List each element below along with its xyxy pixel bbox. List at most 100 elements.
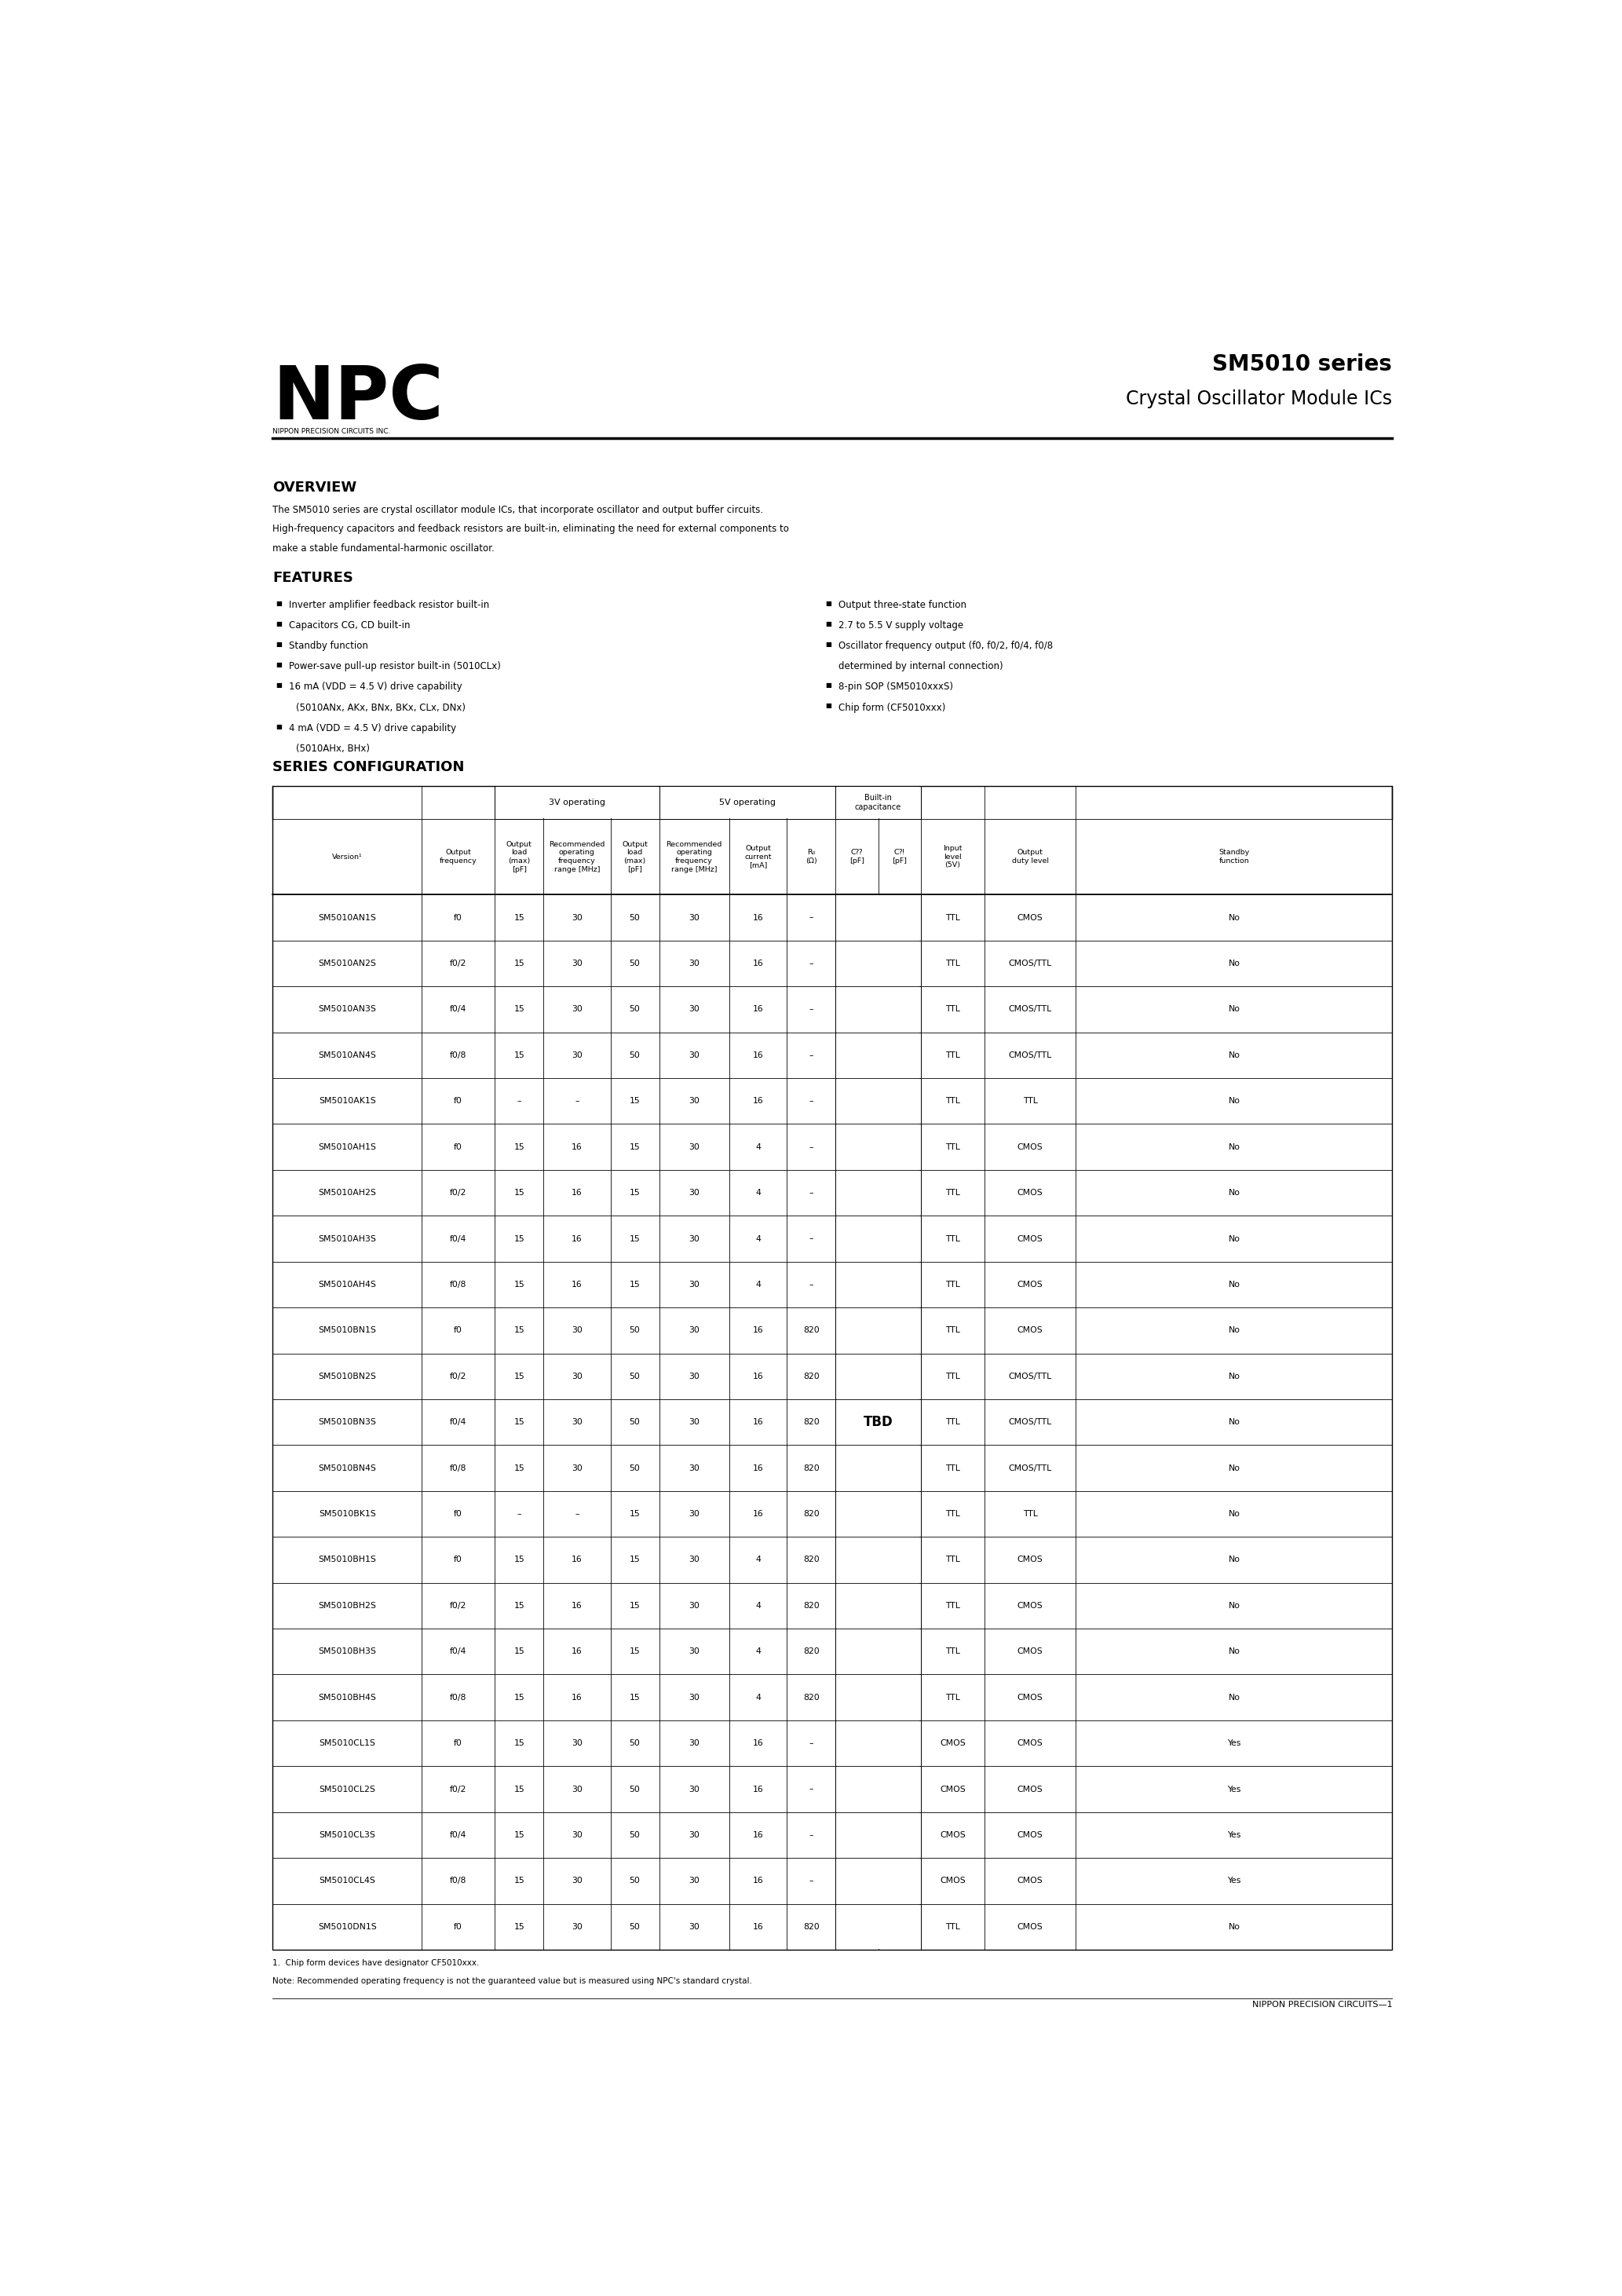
Text: CMOS: CMOS xyxy=(939,1832,965,1839)
Text: 30: 30 xyxy=(571,1327,582,1334)
Text: f0: f0 xyxy=(454,1327,462,1334)
Text: TTL: TTL xyxy=(1023,1097,1038,1104)
Text: 50: 50 xyxy=(629,1786,641,1793)
Text: 15: 15 xyxy=(629,1281,641,1288)
Text: f0: f0 xyxy=(454,1511,462,1518)
Text: TTL: TTL xyxy=(946,1557,960,1564)
Text: 16: 16 xyxy=(753,1327,764,1334)
Text: CMOS: CMOS xyxy=(1017,1878,1043,1885)
Text: SM5010BN3S: SM5010BN3S xyxy=(318,1419,376,1426)
Text: f0/2: f0/2 xyxy=(449,1189,467,1196)
Text: Crystal Oscillator Module ICs: Crystal Oscillator Module ICs xyxy=(1126,390,1392,409)
Text: TTL: TTL xyxy=(946,1511,960,1518)
Bar xyxy=(495,785,659,820)
Text: 16 mA (VDD = 4.5 V) drive capability: 16 mA (VDD = 4.5 V) drive capability xyxy=(289,682,462,691)
Text: Output
load
(max)
[pF]: Output load (max) [pF] xyxy=(506,840,532,872)
Text: 50: 50 xyxy=(629,960,641,967)
Text: 16: 16 xyxy=(753,1740,764,1747)
Text: CMOS/TTL: CMOS/TTL xyxy=(1009,1006,1053,1013)
Text: 15: 15 xyxy=(629,1097,641,1104)
Text: CMOS/TTL: CMOS/TTL xyxy=(1009,960,1053,967)
Text: –: – xyxy=(809,1878,813,1885)
Text: TBD: TBD xyxy=(863,1414,894,1428)
Text: ■: ■ xyxy=(826,682,830,689)
Text: Version¹: Version¹ xyxy=(333,854,362,861)
Text: 4: 4 xyxy=(756,1143,761,1150)
Text: 15: 15 xyxy=(514,914,524,921)
Text: NPC: NPC xyxy=(272,363,443,434)
Text: ■: ■ xyxy=(826,641,830,647)
Text: CMOS: CMOS xyxy=(1017,1786,1043,1793)
Text: 30: 30 xyxy=(689,1419,699,1426)
Text: 30: 30 xyxy=(689,1922,699,1931)
Text: Recommended
operating
frequency
range [MHz]: Recommended operating frequency range [M… xyxy=(548,840,605,872)
Bar xyxy=(659,785,835,820)
Text: 15: 15 xyxy=(629,1143,641,1150)
Text: 30: 30 xyxy=(571,1922,582,1931)
Text: ■: ■ xyxy=(826,599,830,606)
Text: –: – xyxy=(809,1281,813,1288)
Bar xyxy=(835,785,921,820)
Text: SM5010CL1S: SM5010CL1S xyxy=(320,1740,375,1747)
Text: No: No xyxy=(1228,1511,1239,1518)
Text: No: No xyxy=(1228,1649,1239,1655)
Text: 4: 4 xyxy=(756,1649,761,1655)
Text: 30: 30 xyxy=(689,960,699,967)
Text: (5010AHx, BHx): (5010AHx, BHx) xyxy=(295,744,370,753)
Text: 50: 50 xyxy=(629,1006,641,1013)
Text: 16: 16 xyxy=(753,1097,764,1104)
Text: SM5010AN4S: SM5010AN4S xyxy=(318,1052,376,1058)
Text: No: No xyxy=(1228,1922,1239,1931)
Text: 15: 15 xyxy=(514,1832,524,1839)
Text: 16: 16 xyxy=(571,1143,582,1150)
Text: f0/2: f0/2 xyxy=(449,960,467,967)
Text: CMOS: CMOS xyxy=(1017,1740,1043,1747)
Text: SM5010CL3S: SM5010CL3S xyxy=(320,1832,375,1839)
Text: SM5010CL2S: SM5010CL2S xyxy=(320,1786,375,1793)
Text: 50: 50 xyxy=(629,1327,641,1334)
Text: SM5010AH1S: SM5010AH1S xyxy=(318,1143,376,1150)
Text: 820: 820 xyxy=(803,1511,819,1518)
Text: 30: 30 xyxy=(689,1511,699,1518)
Text: No: No xyxy=(1228,1327,1239,1334)
Text: 15: 15 xyxy=(514,1922,524,1931)
Text: 820: 820 xyxy=(803,1465,819,1472)
Text: (5010ANx, AKx, BNx, BKx, CLx, DNx): (5010ANx, AKx, BNx, BKx, CLx, DNx) xyxy=(295,703,466,712)
Text: 16: 16 xyxy=(753,1006,764,1013)
Text: SM5010BH3S: SM5010BH3S xyxy=(318,1649,376,1655)
Text: TTL: TTL xyxy=(946,914,960,921)
Text: No: No xyxy=(1228,914,1239,921)
Text: R₀
(Ω): R₀ (Ω) xyxy=(806,850,817,866)
Text: 15: 15 xyxy=(514,1143,524,1150)
Text: 16: 16 xyxy=(571,1557,582,1564)
Text: SM5010AH2S: SM5010AH2S xyxy=(318,1189,376,1196)
Text: SERIES CONFIGURATION: SERIES CONFIGURATION xyxy=(272,760,464,774)
Text: determined by internal connection): determined by internal connection) xyxy=(839,661,1002,670)
Text: CMOS: CMOS xyxy=(1017,1694,1043,1701)
Text: CMOS/TTL: CMOS/TTL xyxy=(1009,1419,1053,1426)
Text: 820: 820 xyxy=(803,1649,819,1655)
Text: CMOS/TTL: CMOS/TTL xyxy=(1009,1465,1053,1472)
Text: 15: 15 xyxy=(629,1189,641,1196)
Bar xyxy=(272,785,1392,1949)
Text: No: No xyxy=(1228,1006,1239,1013)
Text: 30: 30 xyxy=(689,1281,699,1288)
Text: High-frequency capacitors and feedback resistors are built-in, eliminating the n: High-frequency capacitors and feedback r… xyxy=(272,523,790,535)
Text: FEATURES: FEATURES xyxy=(272,572,354,585)
Text: 820: 820 xyxy=(803,1373,819,1380)
Text: Recommended
operating
frequency
range [MHz]: Recommended operating frequency range [M… xyxy=(667,840,722,872)
Text: No: No xyxy=(1228,1603,1239,1609)
Text: 30: 30 xyxy=(689,1006,699,1013)
Text: Output
load
(max)
[pF]: Output load (max) [pF] xyxy=(621,840,647,872)
Text: f0/8: f0/8 xyxy=(449,1052,467,1058)
Text: 50: 50 xyxy=(629,1373,641,1380)
Text: Power-save pull-up resistor built-in (5010CLx): Power-save pull-up resistor built-in (50… xyxy=(289,661,501,670)
Text: f0/2: f0/2 xyxy=(449,1373,467,1380)
Text: 30: 30 xyxy=(689,1052,699,1058)
Text: TTL: TTL xyxy=(946,1649,960,1655)
Text: 30: 30 xyxy=(571,1373,582,1380)
Text: Output
frequency: Output frequency xyxy=(440,850,477,866)
Bar xyxy=(660,788,834,817)
Text: f0/4: f0/4 xyxy=(449,1235,467,1242)
Text: CMOS: CMOS xyxy=(1017,1189,1043,1196)
